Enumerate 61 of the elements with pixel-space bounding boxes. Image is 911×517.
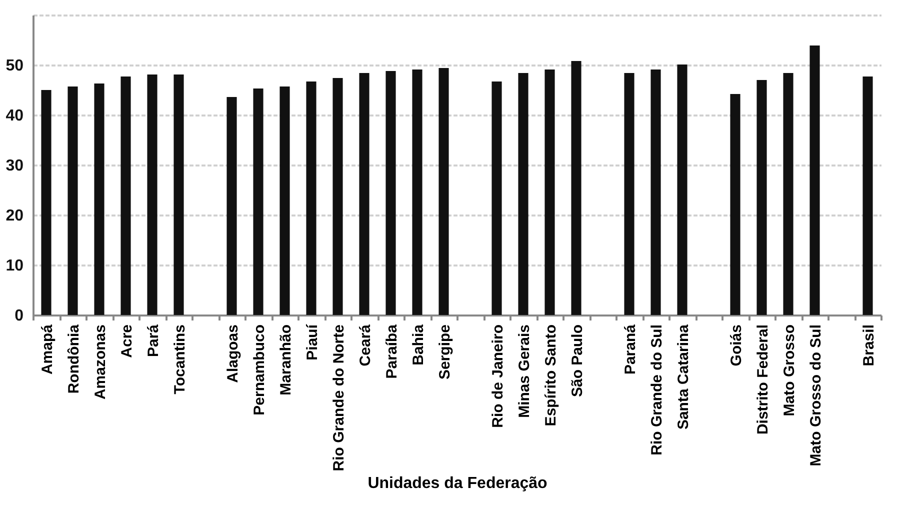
x-tick-label: Espírito Santo	[542, 324, 560, 426]
x-tick-label: Paraíba	[383, 324, 400, 379]
x-axis-title: Unidades da Federação	[368, 475, 548, 492]
bar	[862, 76, 873, 315]
y-tick-label: 0	[14, 308, 24, 324]
bar	[783, 73, 794, 315]
x-tick-label: Santa Catarina	[674, 324, 692, 430]
x-tick-label: Rio de Janeiro	[489, 324, 506, 428]
x-tick-label: São Paulo	[568, 324, 586, 398]
x-tick-label: Rondônia	[65, 324, 82, 394]
bar	[253, 88, 264, 315]
bar	[650, 70, 661, 315]
x-tick-label: Maranhão	[277, 324, 294, 396]
x-tick-label: Pernambuco	[250, 324, 268, 416]
x-tick-label: Minas Gerais	[516, 324, 533, 418]
bar	[412, 70, 422, 315]
x-tick-label: Amazonas	[92, 324, 109, 400]
bar	[226, 97, 237, 315]
x-tick-label: Tocantins	[171, 324, 188, 394]
x-tick-label: Piauí	[304, 324, 321, 360]
bar	[386, 71, 396, 315]
x-tick-label: Acre	[118, 324, 136, 358]
x-tick-label: Bahia	[410, 324, 427, 366]
x-tick-label: Pará	[144, 324, 162, 358]
bar	[280, 86, 290, 315]
x-tick-label: Paraná	[622, 324, 639, 375]
bar	[147, 74, 158, 315]
y-tick-label: 30	[6, 158, 24, 174]
bar	[518, 73, 528, 315]
x-tick-label: Goiás	[728, 324, 745, 366]
y-tick-label: 20	[6, 208, 24, 224]
x-tick-label: Brasil	[860, 324, 878, 366]
bar	[544, 70, 555, 315]
bar	[438, 68, 449, 315]
bar	[624, 73, 634, 315]
bar	[94, 84, 104, 315]
x-tick-label: Distrito Federal	[754, 324, 772, 435]
y-tick-label: 50	[6, 58, 24, 74]
bar	[332, 78, 343, 315]
x-tick-label: Mato Grosso	[780, 324, 798, 416]
bar	[810, 46, 820, 315]
bar	[306, 82, 316, 315]
bar	[359, 73, 370, 315]
x-tick-label: Alagoas	[224, 324, 242, 383]
bar	[41, 90, 52, 315]
bar	[571, 61, 582, 315]
x-tick-label: Rio Grande do Sul	[648, 324, 666, 456]
bar	[756, 80, 767, 315]
x-tick-label: Amapá	[38, 324, 56, 375]
x-tick-label: Rio Grande do Norte	[330, 324, 348, 472]
bar	[730, 94, 740, 315]
y-tick-label: 40	[6, 108, 24, 124]
x-tick-label: Sergipe	[436, 324, 454, 380]
bar	[174, 74, 184, 315]
bar	[677, 64, 688, 315]
x-tick-label: Mato Grosso do Sul	[807, 324, 824, 466]
bar	[68, 86, 78, 315]
bar	[492, 82, 502, 315]
y-tick-label: 10	[6, 258, 24, 274]
x-tick-label: Ceará	[356, 324, 374, 366]
bar	[120, 76, 131, 315]
